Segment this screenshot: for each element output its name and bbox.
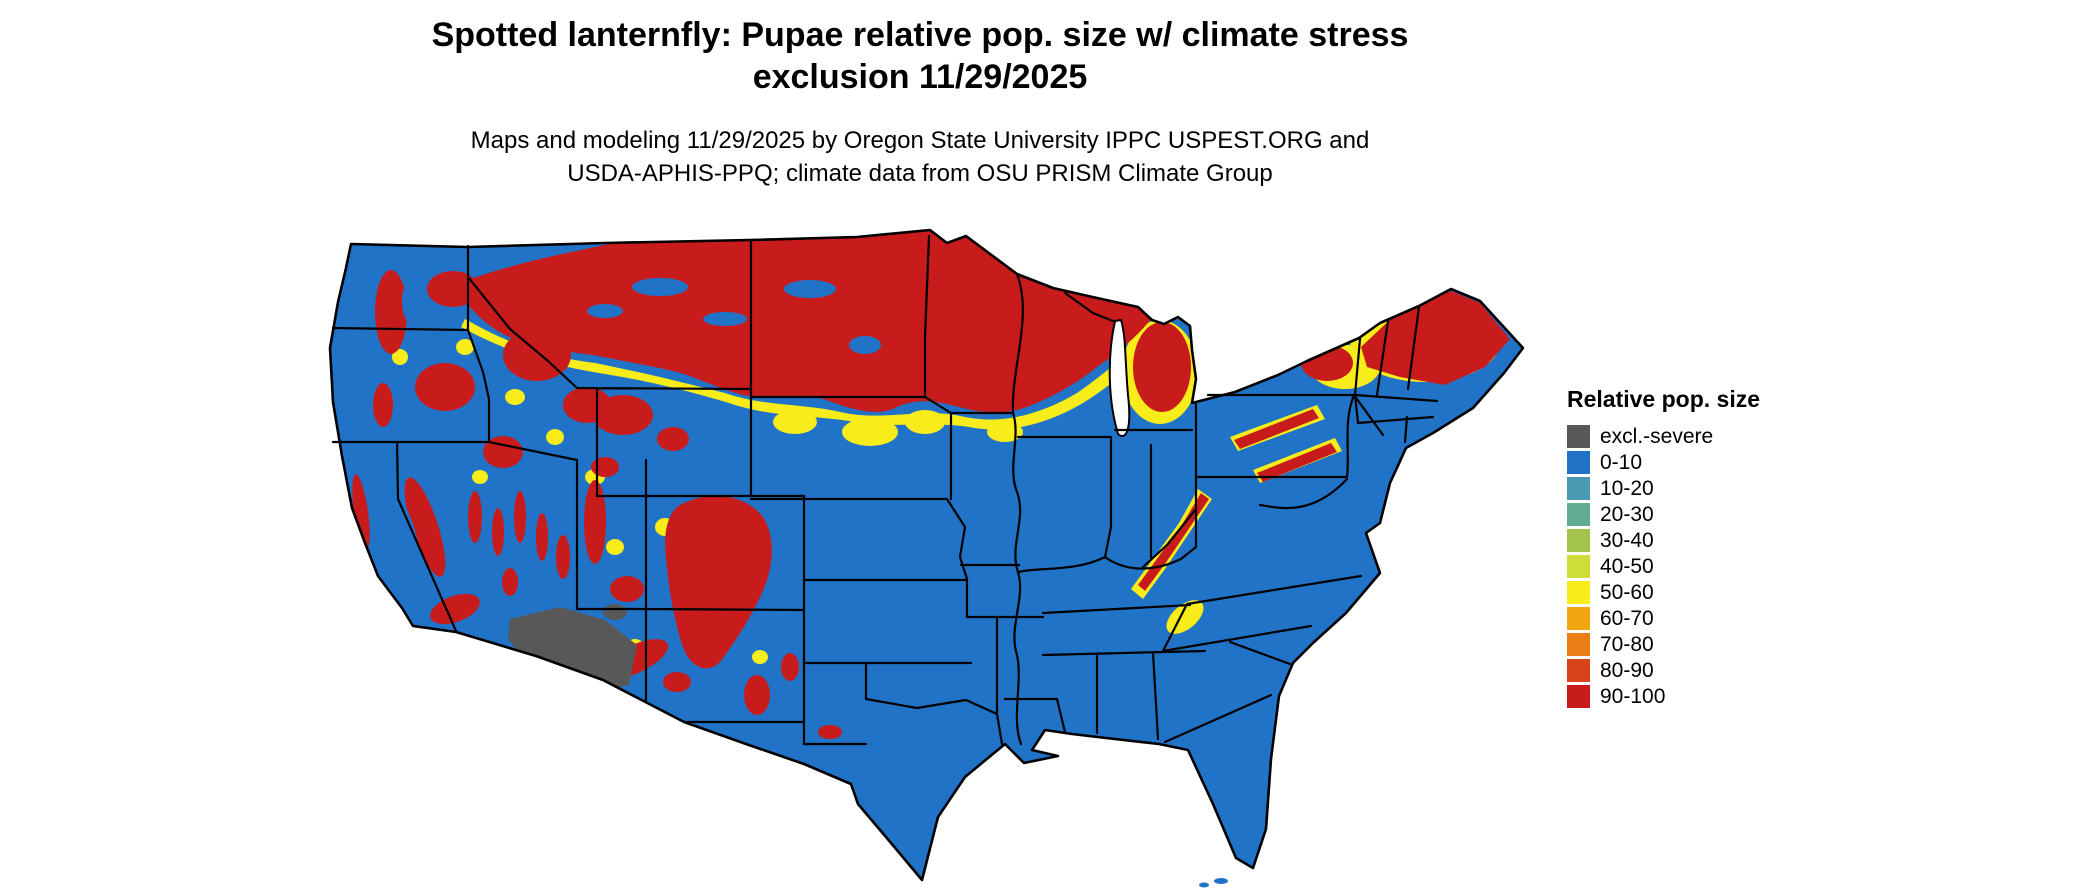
lake-michigan <box>1108 318 1131 437</box>
us-map-svg <box>328 228 1525 888</box>
subtitle-line1: Maps and modeling 11/29/2025 by Oregon S… <box>470 127 1370 154</box>
legend-item: 30-40 <box>1567 529 1760 552</box>
state-borders <box>331 234 1439 746</box>
legend-item: 10-20 <box>1567 477 1760 500</box>
subtitle-line2: USDA-APHIS-PPQ; climate data from OSU PR… <box>567 160 1273 187</box>
legend-label: 0-10 <box>1600 451 1643 474</box>
legend-item: 90-100 <box>1567 685 1760 708</box>
legend-item: 0-10 <box>1567 451 1760 474</box>
legend-item: 40-50 <box>1567 555 1760 578</box>
legend-label: 30-40 <box>1600 529 1654 552</box>
legend-label: 20-30 <box>1600 503 1654 526</box>
legend-label: 40-50 <box>1600 555 1654 578</box>
risk-overlay-high <box>352 230 1510 739</box>
figure-subtitle: Maps and modeling 11/29/2025 by Oregon S… <box>170 124 1670 190</box>
legend-label: 70-80 <box>1600 633 1654 656</box>
legend-swatch-0-10 <box>1567 451 1590 474</box>
page-title-line1: Spotted lanternfly: Pupae relative pop. … <box>431 16 1409 54</box>
legend-label: 80-90 <box>1600 659 1654 682</box>
page-title-line2: exclusion 11/29/2025 <box>752 58 1088 96</box>
legend-swatch-30-40 <box>1567 529 1590 552</box>
legend-swatch-90-100 <box>1567 685 1590 708</box>
valley-patches-low <box>394 278 881 570</box>
map-outline <box>328 228 1525 882</box>
legend-swatch-40-50 <box>1567 555 1590 578</box>
legend-label: 60-70 <box>1600 607 1654 630</box>
legend-item: 70-80 <box>1567 633 1760 656</box>
florida-keys <box>1199 878 1228 888</box>
legend-swatch-50-60 <box>1567 581 1590 604</box>
legend-swatch-excl-severe <box>1567 425 1590 448</box>
legend-item: 60-70 <box>1567 607 1760 630</box>
legend-label: 50-60 <box>1600 581 1654 604</box>
us-risk-map <box>305 226 1525 888</box>
legend-item: 50-60 <box>1567 581 1760 604</box>
legend-title: Relative pop. size <box>1567 386 1761 412</box>
legend-label: 10-20 <box>1600 477 1654 500</box>
legend: Relative pop. size excl.-severe 0-10 10-… <box>1567 386 1760 711</box>
legend-swatch-70-80 <box>1567 633 1590 656</box>
legend-item: 80-90 <box>1567 659 1760 682</box>
legend-item: excl.-severe <box>1567 425 1760 448</box>
risk-overlay-excluded <box>508 604 637 697</box>
legend-swatch-10-20 <box>1567 477 1590 500</box>
legend-swatch-80-90 <box>1567 659 1590 682</box>
figure-titles: Spotted lanternfly: Pupae relative pop. … <box>170 14 1670 190</box>
legend-swatch-60-70 <box>1567 607 1590 630</box>
legend-item: 20-30 <box>1567 503 1760 526</box>
legend-label: 90-100 <box>1600 685 1666 708</box>
map-base-land <box>330 230 1523 880</box>
legend-label: excl.-severe <box>1600 425 1714 448</box>
legend-swatch-20-30 <box>1567 503 1590 526</box>
